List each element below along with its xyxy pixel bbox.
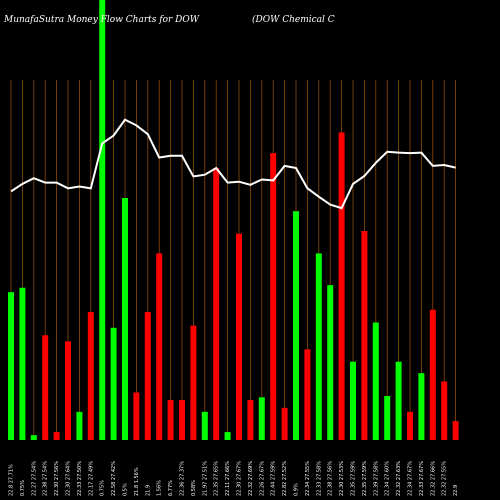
x-tick-label: 21.8 1.56% (134, 467, 140, 496)
bar (30, 435, 37, 440)
x-tick-label: 1.56% (157, 480, 163, 496)
bar (293, 211, 299, 440)
bar (19, 287, 26, 440)
bar (258, 397, 265, 440)
x-tick-label: 22.35 27.59% (362, 461, 368, 496)
bar (441, 381, 448, 440)
x-tick-label: 22.32 27.63% (396, 461, 402, 496)
bar (270, 153, 277, 440)
bar (110, 327, 117, 440)
x-tick-label: 0.5% (123, 483, 129, 496)
bar (452, 421, 459, 440)
bar (144, 311, 151, 440)
bar (190, 325, 197, 440)
x-tick-label: 22.11 27.66% (225, 461, 231, 496)
x-tick-label: 0.58% (191, 480, 197, 496)
bar (53, 432, 60, 440)
bar (8, 292, 14, 440)
x-tick-label: 21.9 (145, 485, 151, 496)
bar (122, 198, 128, 440)
bar (350, 361, 356, 440)
x-tick-label: 22.32 27.69% (248, 461, 254, 496)
x-tick-label: 22.58 27.42% (111, 461, 117, 496)
bar (247, 399, 254, 440)
x-tick-label: 21.97 27.51% (202, 461, 208, 496)
x-tick-label: 22.32 27.66% (430, 461, 436, 496)
x-tick-label: 22.27 27.54% (31, 461, 37, 496)
bar (338, 132, 345, 440)
x-tick-label: 6.77% (168, 480, 174, 496)
bar (281, 407, 288, 440)
series-line (10, 118, 456, 210)
bar (156, 253, 163, 440)
bar (76, 411, 83, 440)
x-tick-label: 22.33 27.67% (419, 461, 425, 496)
bar (418, 373, 425, 440)
chart-subtitle: (DOW Chemical C (252, 14, 335, 25)
x-tick-label: 22.82 27.52% (282, 461, 288, 496)
bar (407, 411, 413, 440)
x-tick-label: 22.44 27.59% (271, 461, 277, 496)
bar (65, 341, 71, 440)
x-tick-label: 22.32 27.55% (442, 461, 448, 496)
bar (236, 233, 242, 440)
bar (167, 399, 174, 440)
x-tick-label: 22.30 27.64% (66, 461, 72, 496)
x-tick-label: 22.36 27.37% (180, 461, 186, 496)
x-tick-label: 0.75% (100, 480, 106, 496)
bar (395, 361, 402, 440)
x-tick-label: 22.38 27.54% (43, 461, 49, 496)
bar (224, 432, 231, 440)
x-tick-label: 22.30 27.67% (237, 461, 243, 496)
x-tick-label: 22.34 27.55% (305, 461, 311, 496)
x-tick-labels: 22.8 27.71% 0.75% 22.27 27.54% 22.38 27.54%… (9, 461, 460, 496)
bar (213, 168, 220, 440)
bar (87, 311, 94, 440)
x-tick-label: 22.26 27.67% (259, 461, 265, 496)
bar (361, 231, 368, 440)
bar (384, 396, 391, 440)
bar (429, 309, 436, 440)
bar (327, 285, 334, 440)
bar (42, 335, 49, 440)
x-tick-label: 0.9% (294, 483, 300, 496)
x-tick-label: 22.9 (453, 485, 459, 496)
bar (201, 411, 208, 440)
x-tick-label: 22.35 27.59% (351, 461, 357, 496)
bar (179, 399, 185, 440)
x-tick-label: 22.38 27.56% (328, 461, 334, 496)
line-series (10, 118, 456, 210)
x-tick-label: 0.75% (20, 480, 26, 496)
x-tick-label: 22.34 27.60% (385, 461, 391, 496)
x-tick-label: 22.30 27.56% (54, 461, 60, 496)
x-tick-label: 22.35 27.65% (214, 461, 220, 496)
bar (372, 322, 379, 440)
x-tick-label: 22.34 27.67% (408, 461, 414, 496)
x-tick-label: 22.17 27.49% (88, 461, 94, 496)
x-tick-label: 22.8 27.71% (9, 464, 15, 496)
bar (304, 349, 311, 440)
bar (99, 0, 106, 440)
x-tick-label: 22.39 27.58% (373, 461, 379, 496)
bar-series (8, 0, 459, 440)
x-tick-label: 22.33 27.50% (77, 461, 83, 496)
bar (315, 253, 322, 440)
x-tick-label: 22.30 27.53% (339, 461, 345, 496)
x-tick-label: 22.33 27.58% (316, 461, 322, 496)
bar (133, 392, 140, 440)
chart-title: MunafaSutra Money Flow Charts for DOW (3, 15, 200, 25)
